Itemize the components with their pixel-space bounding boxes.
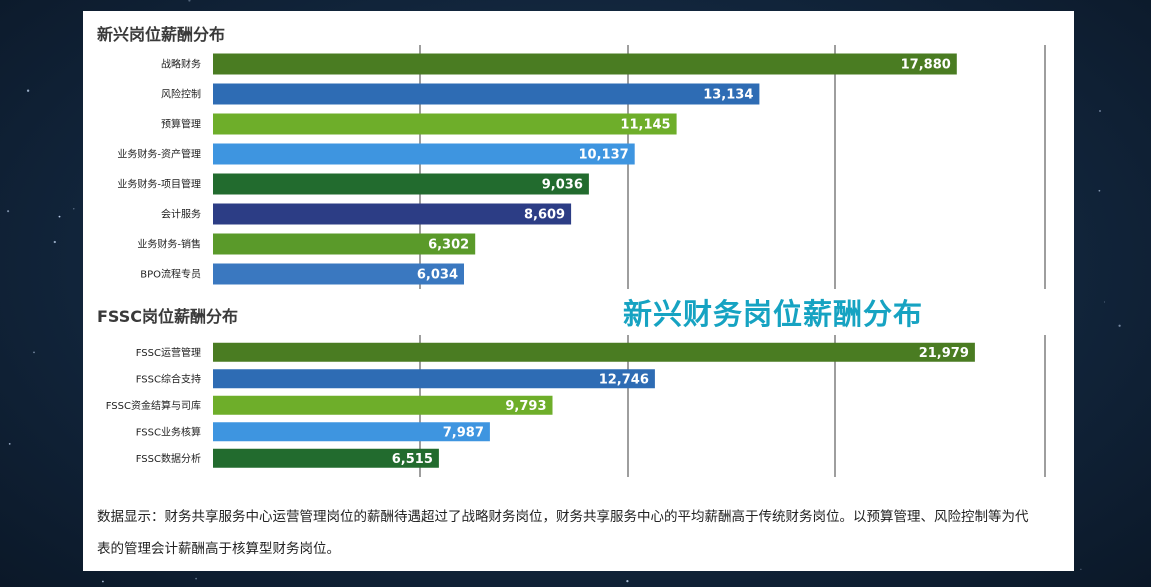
star	[195, 577, 197, 580]
category-label: 风险控制	[161, 88, 201, 101]
category-label: FSSC综合支持	[136, 372, 201, 385]
value-label: 11,145	[620, 118, 670, 133]
bar	[213, 395, 553, 415]
star	[1098, 189, 1101, 192]
chart-title-fssc: FSSC岗位薪酬分布	[97, 307, 239, 326]
star	[1099, 110, 1101, 112]
category-label: 会计服务	[161, 208, 201, 221]
star	[1080, 568, 1082, 570]
bar	[213, 342, 975, 362]
category-label: 业务财务-销售	[137, 238, 201, 251]
star	[33, 351, 35, 354]
bar	[213, 53, 957, 75]
category-label: FSSC数据分析	[136, 452, 201, 465]
star	[73, 208, 75, 210]
category-label: 预算管理	[161, 118, 201, 131]
value-label: 8,609	[524, 208, 565, 223]
category-label: FSSC业务核算	[136, 425, 201, 438]
bar	[213, 173, 589, 195]
bar	[213, 369, 655, 389]
bar	[213, 448, 439, 468]
bar	[213, 143, 635, 165]
value-label: 6,302	[428, 238, 469, 253]
star	[7, 210, 10, 213]
value-label: 7,987	[443, 425, 484, 440]
star	[26, 89, 30, 92]
category-label: 战略财务	[161, 58, 201, 71]
value-label: 10,137	[579, 148, 629, 163]
value-label: 17,880	[901, 58, 951, 73]
category-label: FSSC资金结算与司库	[106, 399, 201, 412]
star	[58, 215, 61, 218]
bar	[213, 113, 677, 135]
overlay-title: 新兴财务岗位薪酬分布	[623, 297, 924, 331]
star	[8, 443, 11, 445]
category-label: 业务财务-项目管理	[117, 178, 201, 191]
value-label: 9,036	[542, 178, 583, 193]
bar	[213, 263, 464, 285]
bar	[213, 83, 760, 105]
value-label: 6,034	[417, 268, 458, 283]
bar	[213, 233, 476, 255]
value-label: 21,979	[919, 346, 969, 361]
chart-title-emerging: 新兴岗位薪酬分布	[97, 25, 226, 44]
bar-chart-fssc: FSSC运营管理 21,979 FSSC综合支持 12,746 FSSC资金结算与司库 9…	[106, 335, 1046, 477]
value-label: 12,746	[599, 372, 649, 387]
star	[1118, 324, 1121, 327]
star	[53, 240, 56, 244]
category-label: BPO流程专员	[140, 268, 201, 281]
value-label: 13,134	[703, 88, 753, 103]
bar-chart-emerging: 战略财务 17,880 风险控制 13,134 预算管理 11,145 业务财务-资产管理 1…	[117, 45, 1046, 289]
star	[188, 0, 191, 2]
bar	[213, 203, 572, 225]
star	[1103, 301, 1105, 303]
chart-panel: 新兴岗位薪酬分布 战略财务 17,880 风险控制 13,134 预算管理 11,145 业…	[83, 11, 1074, 571]
value-label: 9,793	[505, 399, 546, 414]
star	[102, 580, 104, 583]
category-label: FSSC运营管理	[136, 346, 201, 359]
data-note: 数据显示：财务共享服务中心运营管理岗位的薪酬待遇超过了战略财务岗位，财务共享服务…	[97, 509, 1029, 557]
bar	[213, 422, 490, 442]
star	[626, 580, 629, 583]
value-label: 6,515	[392, 452, 433, 467]
category-label: 业务财务-资产管理	[117, 148, 201, 161]
